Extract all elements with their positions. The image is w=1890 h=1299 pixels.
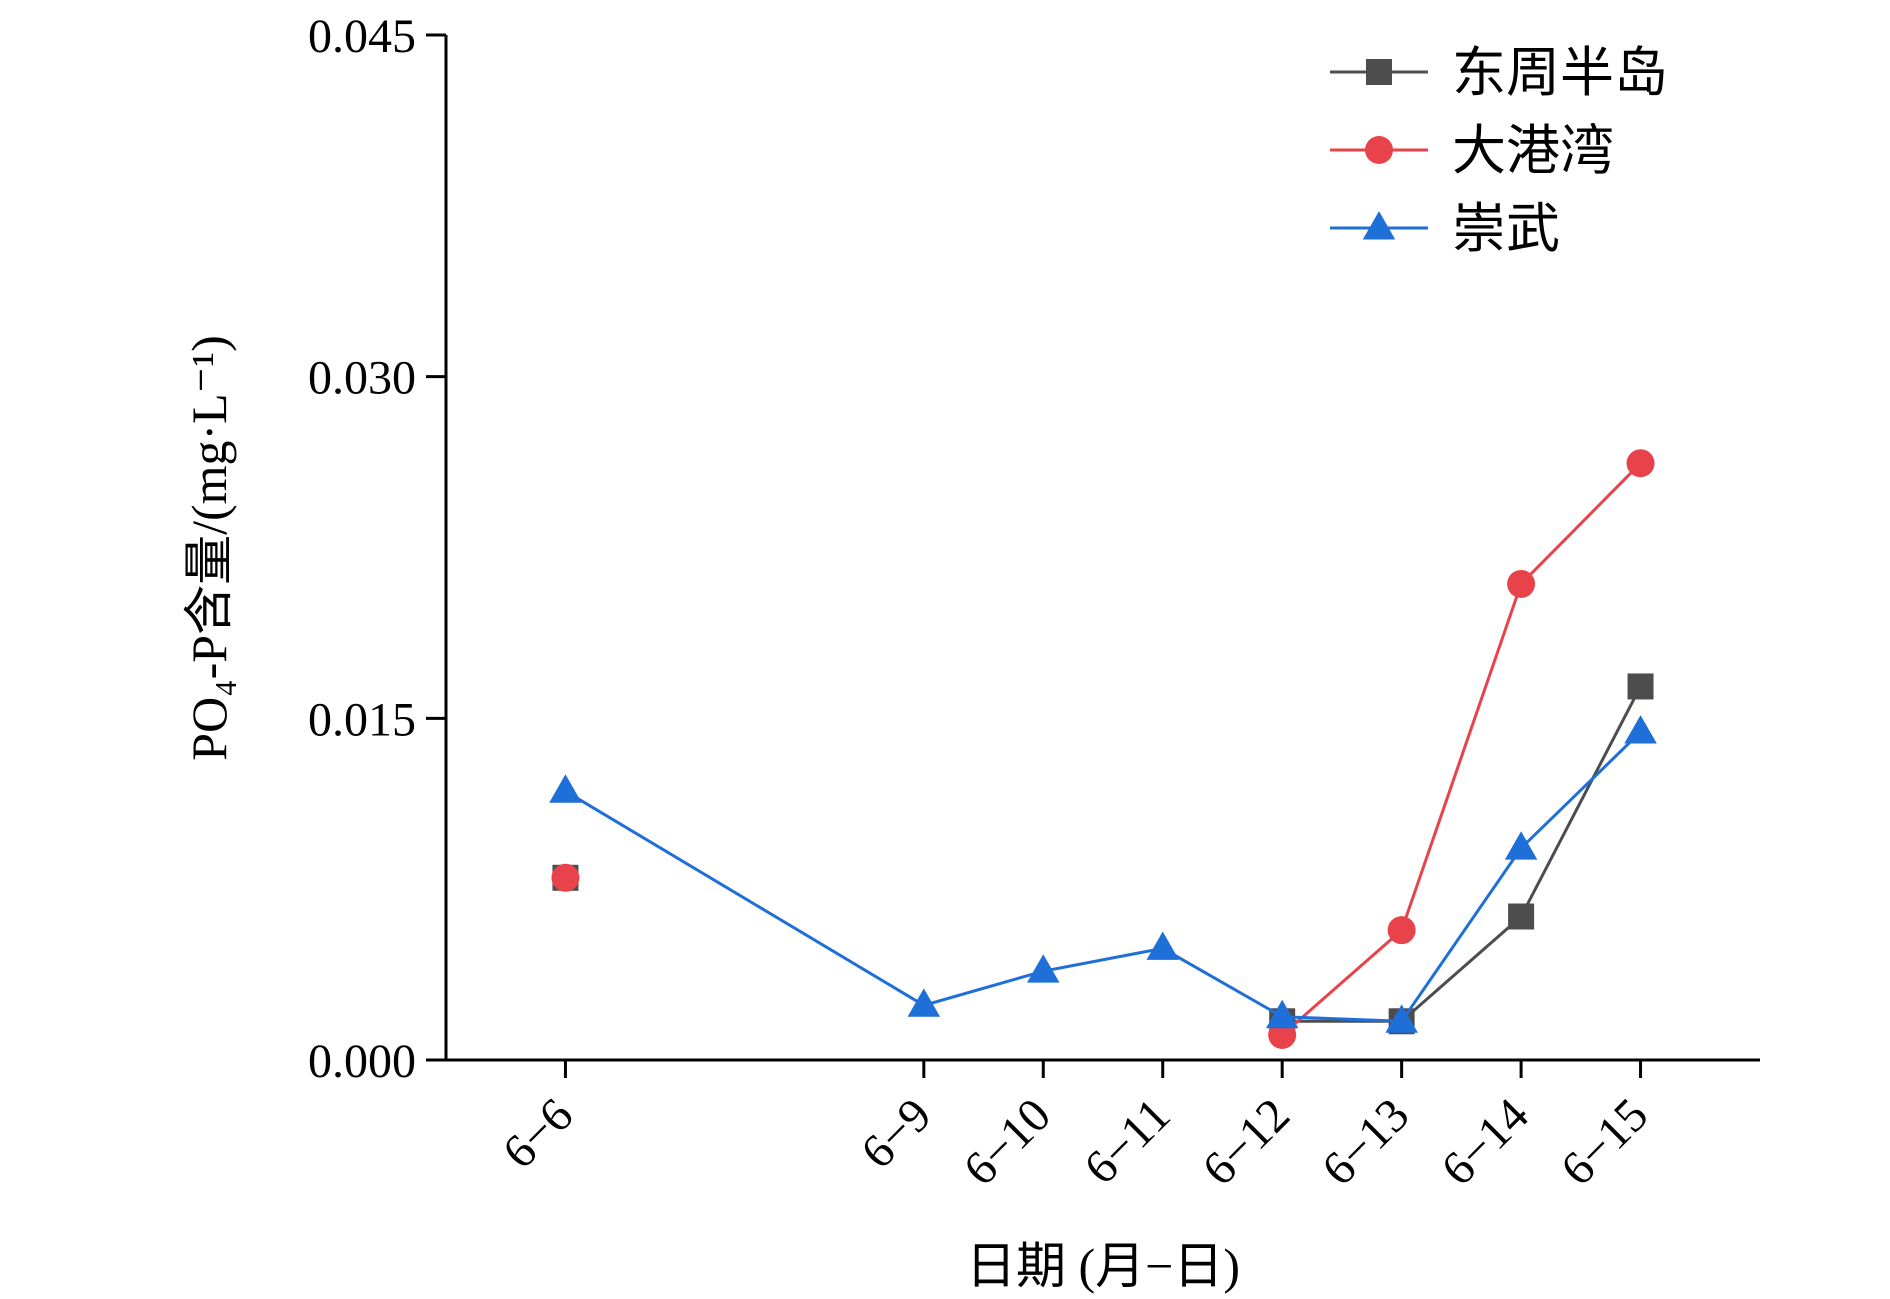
series-line bbox=[1281, 462, 1642, 1037]
data-point-square bbox=[1366, 59, 1392, 85]
x-tick-label: 6−9 bbox=[851, 1088, 942, 1179]
data-point-triangle bbox=[1624, 715, 1657, 744]
data-point-square bbox=[1508, 903, 1535, 930]
y-axis-title: PO₄-P含量/(mg·L⁻¹) bbox=[181, 335, 237, 760]
series-line bbox=[1282, 685, 1642, 1023]
legend-item: 东周半岛 bbox=[1330, 43, 1668, 103]
data-point-triangle bbox=[1027, 954, 1060, 983]
legend-label: 东周半岛 bbox=[1452, 43, 1668, 103]
x-tick-label: 6−14 bbox=[1431, 1088, 1539, 1196]
axes bbox=[444, 35, 1760, 1062]
x-axis-title: 日期 (月−日) bbox=[966, 1238, 1240, 1294]
data-point-triangle bbox=[549, 774, 582, 803]
y-ticks: 0.000 0.015 0.030 0.045 bbox=[308, 10, 446, 1088]
series-line bbox=[564, 730, 1642, 1023]
x-tick-label: 6−13 bbox=[1312, 1088, 1420, 1196]
data-point-triangle bbox=[1504, 831, 1538, 860]
legend-item: 崇武 bbox=[1330, 199, 1560, 259]
data-point-triangle bbox=[1362, 211, 1396, 240]
data-point-circle bbox=[1626, 449, 1655, 478]
y-tick-label: 0.030 bbox=[308, 352, 416, 405]
series-group bbox=[549, 715, 1657, 1033]
data-point-triangle bbox=[1385, 1004, 1418, 1033]
data-point-triangle bbox=[1146, 931, 1179, 960]
data-point-triangle bbox=[907, 988, 941, 1017]
x-tick-label: 6−10 bbox=[954, 1088, 1062, 1196]
data-point-circle bbox=[1387, 916, 1416, 945]
legend-label: 大港湾 bbox=[1452, 121, 1614, 181]
data-point-triangle bbox=[1265, 999, 1299, 1029]
x-tick-label: 6−6 bbox=[493, 1088, 584, 1179]
data-point-square bbox=[1627, 673, 1654, 700]
y-tick-label: 0.045 bbox=[308, 10, 416, 63]
x-tick-label: 6−12 bbox=[1192, 1088, 1300, 1196]
data-point-circle bbox=[551, 863, 580, 892]
legend-label: 崇武 bbox=[1452, 199, 1560, 259]
legend-item: 大港湾 bbox=[1330, 121, 1614, 181]
data-point-circle bbox=[1365, 136, 1393, 164]
y-tick-label: 0.000 bbox=[308, 1035, 416, 1088]
series-group bbox=[552, 673, 1654, 1035]
data-point-circle bbox=[1507, 569, 1536, 598]
x-tick-label: 6−11 bbox=[1074, 1088, 1180, 1194]
x-ticks: 6−6 6−9 6−10 6−11 6−12 6−13 6−14 6−15 bbox=[493, 1060, 1659, 1196]
x-tick-label: 6−15 bbox=[1551, 1088, 1659, 1196]
series-layer bbox=[549, 449, 1657, 1049]
y-tick-label: 0.015 bbox=[308, 693, 416, 746]
